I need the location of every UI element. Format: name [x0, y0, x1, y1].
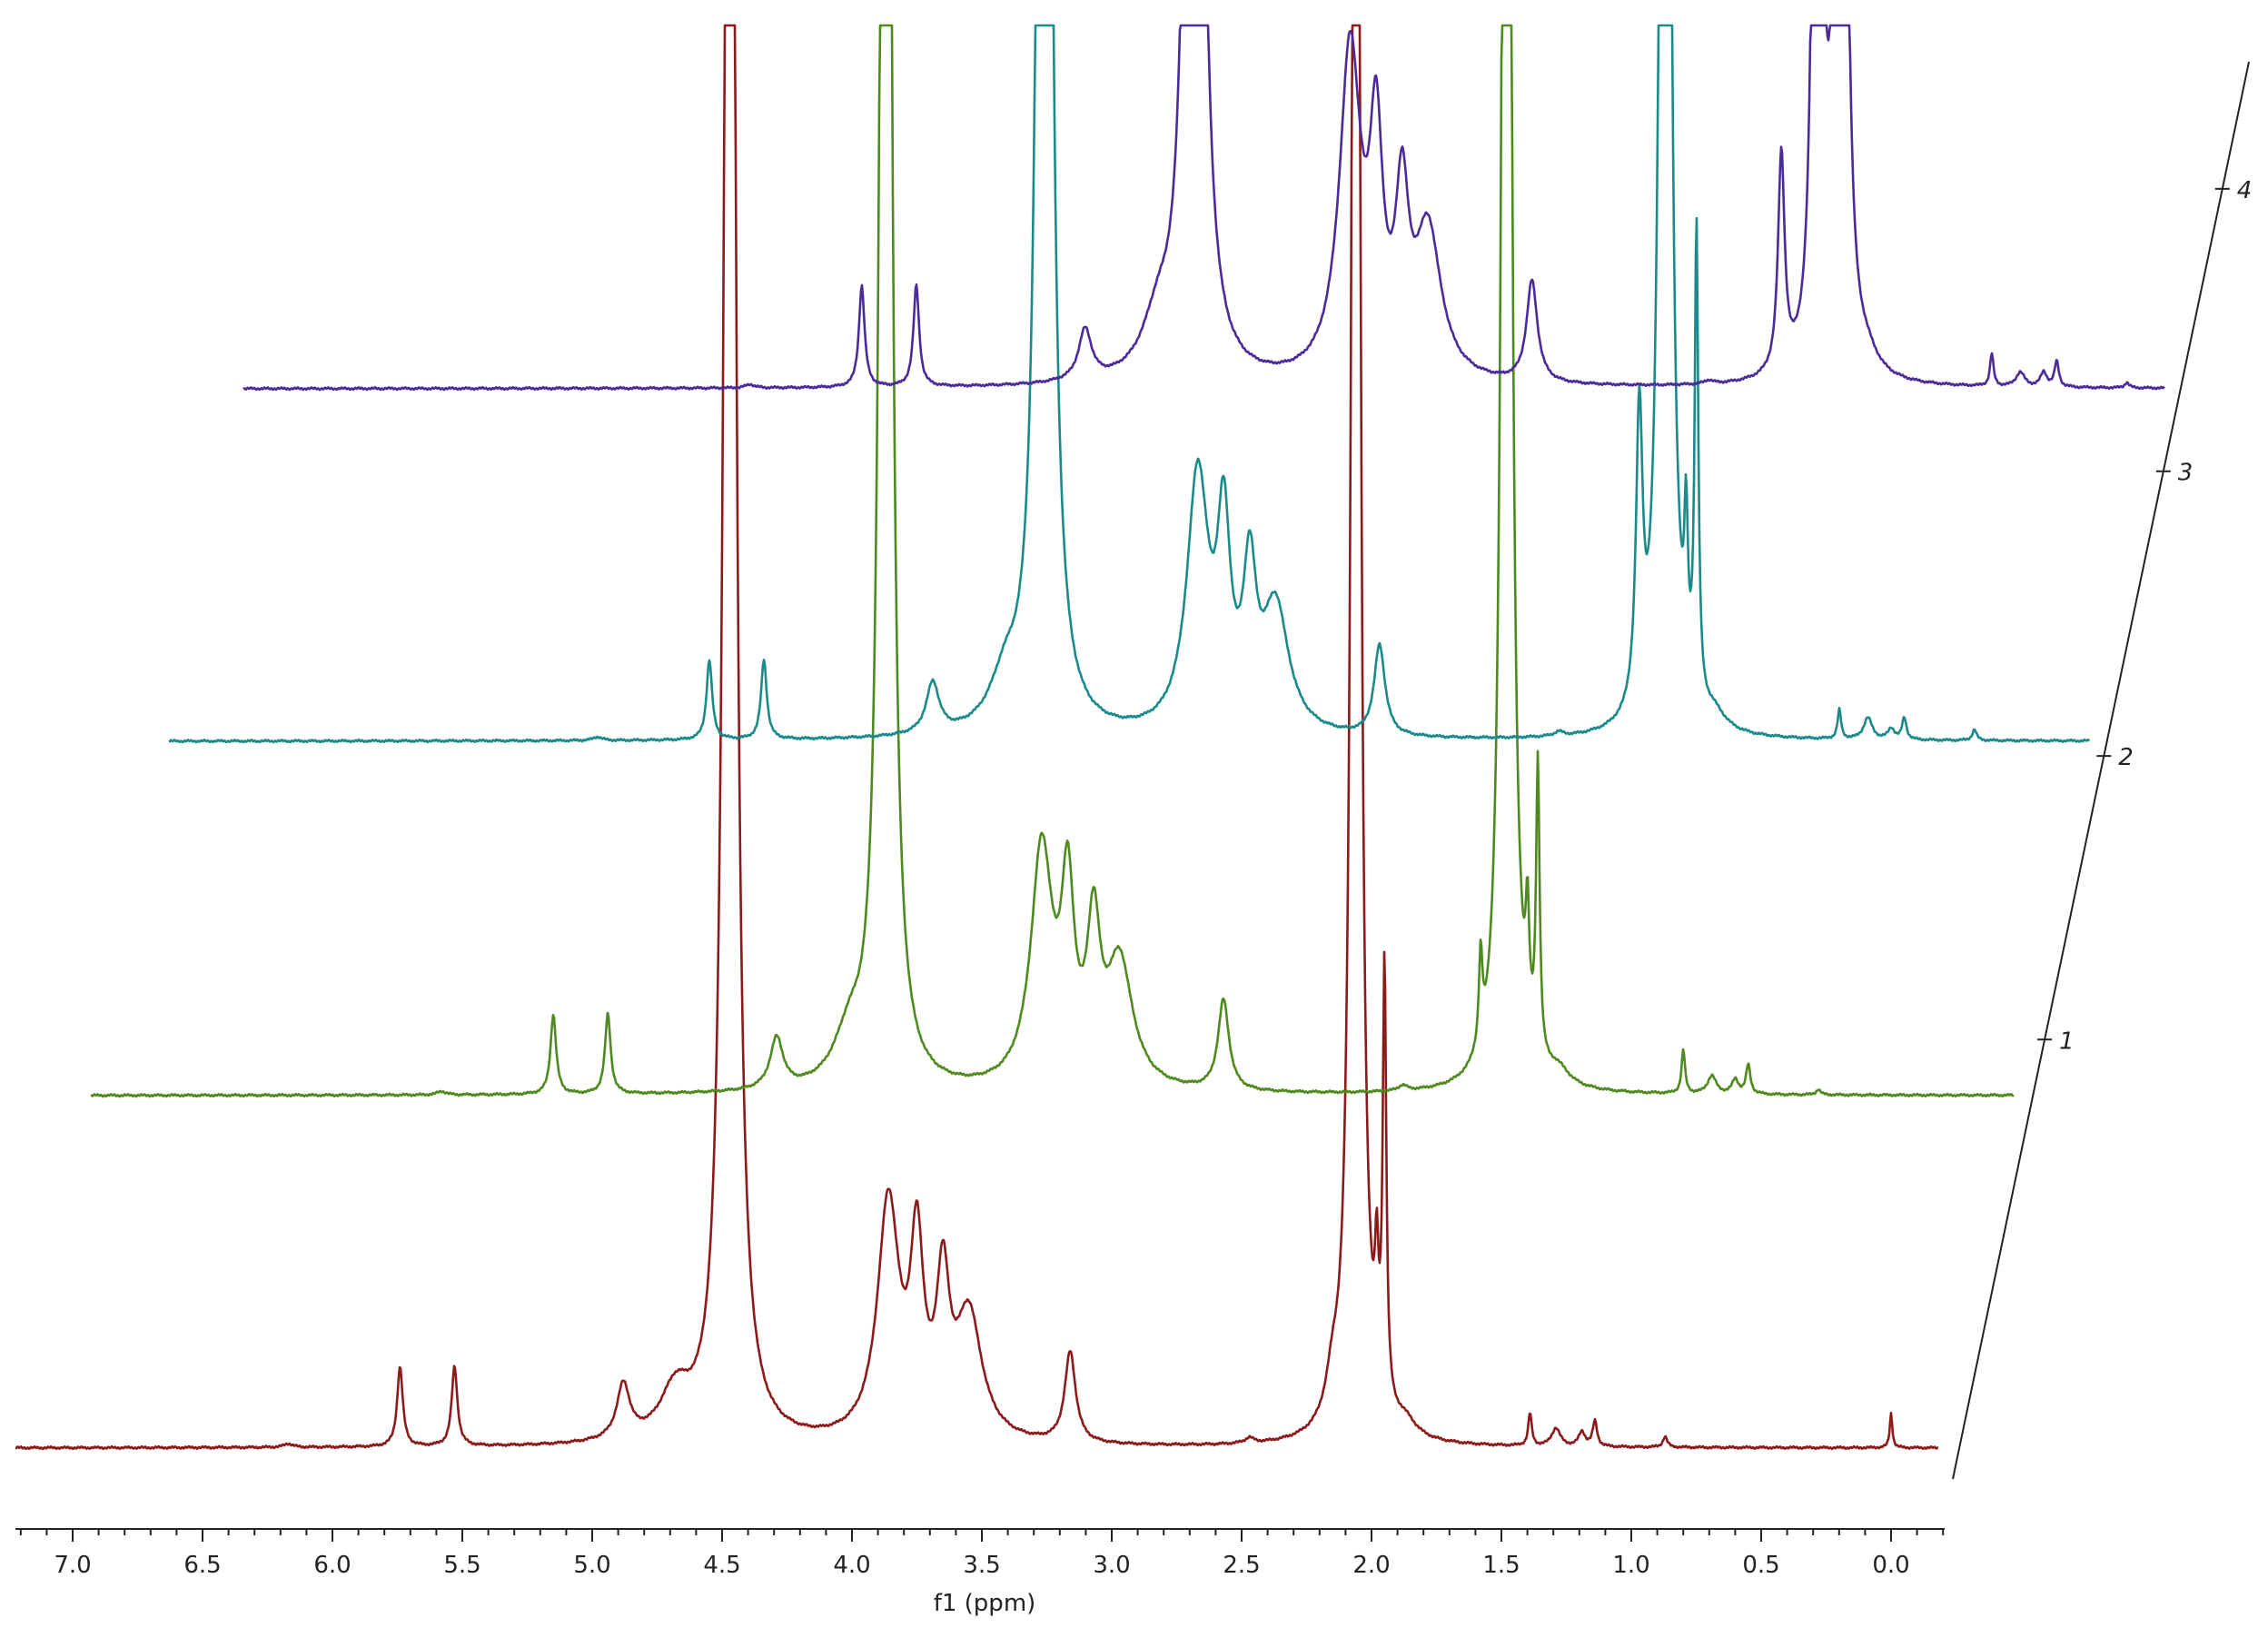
depth-axis: 1 2 3 4 — [1952, 61, 2253, 1480]
spectrum-trace-2 — [90, 24, 2015, 1098]
spectrum-trace-1 — [15, 24, 1939, 1451]
spectrum-trace-3 — [168, 24, 2091, 744]
x-axis-title: f1 (ppm) — [934, 1590, 1036, 1617]
depth-tick-label: 2 — [2118, 744, 2134, 771]
x-tick-label: 1.5 — [1482, 1552, 1520, 1579]
x-axis: f1 (ppm) 7.0 6.5 6.0 5.5 5.0 4.5 4.0 3.5 3.0 2.5 2… — [15, 1528, 1945, 1617]
x-tick-label: 7.0 — [54, 1552, 91, 1579]
depth-tick-label: 4 — [2237, 177, 2253, 204]
depth-tick-label: 3 — [2178, 460, 2194, 487]
spectra-layer — [15, 24, 2165, 1451]
x-tick-label: 2.0 — [1352, 1552, 1390, 1579]
x-tick-label: 6.0 — [313, 1552, 351, 1579]
depth-tick-label: 1 — [2059, 1027, 2075, 1055]
x-tick-label: 0.5 — [1742, 1552, 1779, 1579]
x-tick-label: 3.5 — [963, 1552, 1000, 1579]
x-tick-label: 3.0 — [1093, 1552, 1130, 1579]
x-tick-label: 4.5 — [703, 1552, 740, 1579]
spectrum-trace-4 — [243, 24, 2165, 392]
x-tick-label: 1.0 — [1612, 1552, 1649, 1579]
x-tick-label: 5.5 — [443, 1552, 480, 1579]
x-tick-label: 6.5 — [183, 1552, 221, 1579]
x-tick-label: 4.0 — [833, 1552, 870, 1579]
depth-axis-line — [1952, 61, 2250, 1480]
x-tick-label: 2.5 — [1223, 1552, 1260, 1579]
x-tick-label: 0.0 — [1872, 1552, 1909, 1579]
x-tick-label: 5.0 — [573, 1552, 610, 1579]
